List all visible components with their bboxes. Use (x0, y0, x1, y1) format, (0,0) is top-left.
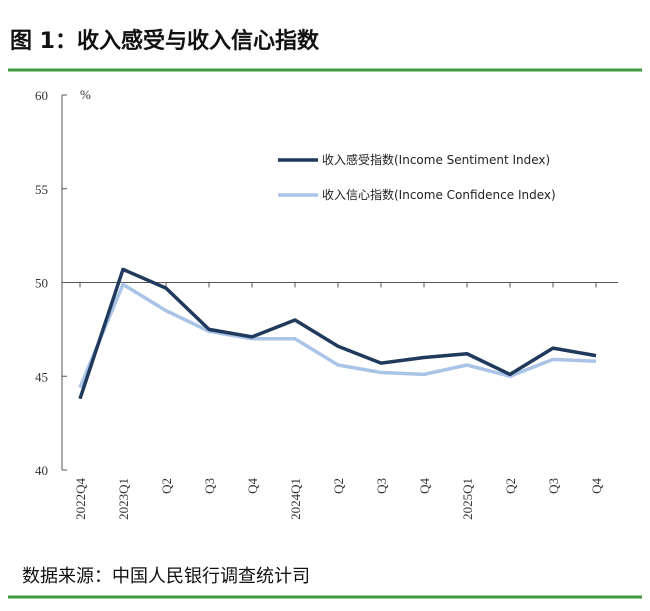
legend-label: 收入信心指数(Income Confidence Index) (322, 187, 556, 202)
chart-title: 图 1：收入感受与收入信心指数 (10, 28, 320, 54)
x-tick-label: Q3 (202, 478, 217, 494)
x-tick-label: 2025Q1 (460, 478, 475, 520)
y-tick-label: 50 (35, 276, 48, 291)
x-tick-label: Q3 (546, 478, 561, 494)
unit-label: % (80, 87, 91, 102)
x-tick-label: Q3 (374, 478, 389, 494)
x-tick-label: Q2 (159, 478, 174, 494)
y-tick-label: 40 (35, 463, 48, 478)
series-line (78, 282, 597, 389)
x-tick-label: 2022Q4 (73, 478, 88, 520)
x-tick-label: Q4 (589, 478, 604, 494)
x-tick-label: Q4 (417, 478, 432, 494)
y-tick-label: 55 (35, 182, 48, 197)
series-line (78, 267, 597, 400)
x-tick-label: Q2 (331, 478, 346, 494)
legend-label: 收入感受指数(Income Sentiment Index) (322, 152, 550, 167)
x-tick-label: 2023Q1 (116, 478, 131, 520)
source: 数据来源：中国人民银行调查统计司 (22, 566, 310, 587)
y-tick-label: 45 (35, 369, 48, 384)
y-tick-label: 60 (35, 88, 48, 103)
x-tick-label: Q2 (503, 478, 518, 494)
x-tick-label: 2024Q1 (288, 478, 303, 520)
x-tick-label: Q4 (245, 478, 260, 494)
